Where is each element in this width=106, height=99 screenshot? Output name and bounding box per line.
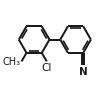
Text: CH₃: CH₃ [3, 57, 21, 67]
Text: Cl: Cl [42, 63, 52, 73]
Text: N: N [79, 67, 88, 77]
